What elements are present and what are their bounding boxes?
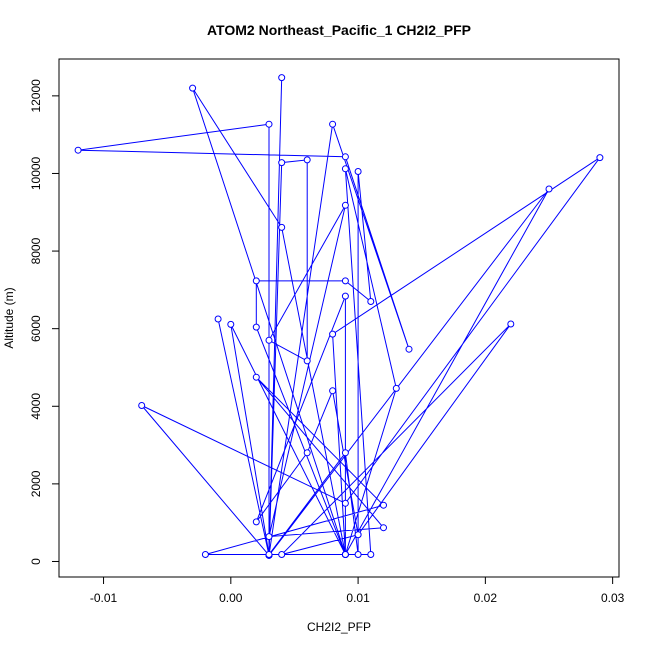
data-point: [354, 168, 362, 175]
data-point: [354, 531, 362, 539]
data-point: [341, 165, 349, 173]
data-point: [341, 153, 349, 161]
data-point: [278, 551, 286, 558]
data-point: [341, 277, 349, 285]
data-point: [507, 320, 515, 328]
y-tick-label: 12000: [29, 79, 43, 113]
y-tick-label: 4000: [29, 393, 43, 420]
data-point: [329, 330, 337, 338]
series-line-group: [78, 77, 601, 557]
x-tick-label: 0.00: [219, 591, 243, 605]
series-line: [78, 77, 601, 557]
data-point: [380, 524, 387, 532]
data-point: [341, 449, 349, 457]
chart-title: ATOM2 Northeast_Pacific_1 CH2I2_PFP: [207, 22, 471, 38]
y-tick-label: 6000: [29, 315, 43, 342]
data-point: [341, 292, 349, 300]
y-axis-label: Altitude (m): [2, 287, 16, 348]
data-point: [278, 223, 286, 231]
data-point: [303, 156, 311, 164]
y-tick-label: 2000: [29, 470, 43, 497]
data-point: [341, 201, 349, 209]
x-axis-label: CH2I2_PFP: [307, 620, 371, 634]
y-tick-label: 0: [29, 558, 43, 565]
data-point: [303, 357, 311, 365]
data-point: [329, 387, 337, 395]
x-tick-label: 0.02: [474, 591, 498, 605]
x-axis: -0.01 0.00 0.01 0.02 0.03: [90, 577, 625, 605]
data-point: [341, 551, 349, 558]
data-point: [354, 551, 362, 558]
data-point: [265, 336, 273, 344]
data-point: [278, 74, 286, 82]
data-point: [252, 518, 260, 526]
data-point: [596, 154, 604, 162]
data-point: [380, 501, 387, 509]
data-point: [265, 533, 273, 541]
x-tick-label: -0.01: [90, 591, 118, 605]
data-point: [252, 277, 260, 285]
data-point: [329, 120, 337, 128]
plot-frame: [58, 58, 620, 578]
data-point: [74, 146, 82, 154]
data-point: [227, 320, 235, 328]
data-point: [201, 551, 209, 558]
y-axis: 0 2000 4000 6000 8000 10000 12000: [29, 79, 59, 565]
data-point: [341, 499, 349, 507]
data-point: [189, 84, 197, 92]
data-point: [278, 159, 286, 167]
y-tick-label: 10000: [29, 156, 43, 190]
data-point: [252, 373, 260, 381]
data-point: [392, 384, 400, 392]
x-tick-label: 0.01: [346, 591, 370, 605]
series-points-group: [74, 74, 604, 559]
data-point: [265, 551, 273, 558]
data-point: [405, 345, 413, 353]
x-tick-label: 0.03: [601, 591, 625, 605]
data-point: [367, 551, 375, 558]
data-point: [252, 323, 260, 331]
data-point: [303, 449, 311, 457]
data-point: [265, 120, 273, 128]
data-point: [214, 315, 222, 323]
data-point: [138, 402, 146, 409]
data-point: [545, 185, 553, 193]
y-tick-label: 8000: [29, 237, 43, 264]
data-point: [367, 298, 375, 305]
